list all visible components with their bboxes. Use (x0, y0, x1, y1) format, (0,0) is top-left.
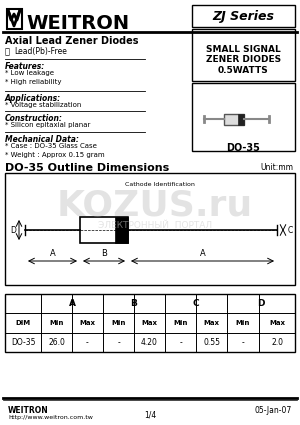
Bar (5, 294, 295, 352)
Text: B: B (101, 249, 107, 258)
Text: 1/4: 1/4 (144, 410, 156, 419)
Text: * Low leakage: * Low leakage (5, 70, 54, 76)
Text: Max: Max (80, 320, 95, 326)
Text: Cathode Identification: Cathode Identification (125, 182, 195, 187)
Bar (115, 217, 128, 243)
Text: Construction:: Construction: (5, 114, 63, 123)
Text: Min: Min (236, 320, 250, 326)
Text: B: B (130, 299, 137, 308)
Bar (224, 113, 244, 125)
Text: Ⓡ: Ⓡ (5, 47, 10, 56)
Bar (80, 217, 128, 243)
Text: * Weight : Approx 0.15 gram: * Weight : Approx 0.15 gram (5, 152, 105, 158)
Text: 0.55: 0.55 (203, 338, 220, 347)
Text: KOZUS.ru: KOZUS.ru (57, 188, 253, 222)
Text: Max: Max (269, 320, 285, 326)
Text: * Voltage stabilization: * Voltage stabilization (5, 102, 81, 108)
Text: -: - (179, 338, 182, 347)
Text: Unit:mm: Unit:mm (260, 163, 293, 172)
Text: D: D (257, 299, 265, 308)
Text: * Case : DO-35 Glass Case: * Case : DO-35 Glass Case (5, 143, 97, 149)
Text: -: - (117, 338, 120, 347)
Text: * High reliability: * High reliability (5, 79, 62, 85)
Bar (5, 173, 295, 285)
Text: C: C (193, 299, 199, 308)
Text: WEITRON: WEITRON (26, 14, 129, 33)
Bar (192, 83, 295, 151)
Bar (192, 29, 295, 81)
Text: * Silicon epitaxial planar: * Silicon epitaxial planar (5, 122, 90, 128)
Text: A: A (68, 299, 76, 308)
Text: -: - (86, 338, 89, 347)
Text: 05-Jan-07: 05-Jan-07 (255, 406, 292, 415)
Text: DO-35: DO-35 (226, 143, 260, 153)
Text: Min: Min (49, 320, 64, 326)
Text: -: - (242, 338, 244, 347)
Text: Max: Max (203, 320, 220, 326)
Text: Lead(Pb)-Free: Lead(Pb)-Free (14, 47, 67, 56)
Text: Applications:: Applications: (5, 94, 61, 103)
Text: D: D (10, 226, 16, 235)
Text: Features:: Features: (5, 62, 45, 71)
Bar (192, 5, 295, 27)
Text: 4.20: 4.20 (141, 338, 158, 347)
Text: ЭЛЕКТРОННЫЙ  ПОРТАЛ: ЭЛЕКТРОННЫЙ ПОРТАЛ (98, 221, 212, 230)
Text: Mechanical Data:: Mechanical Data: (5, 135, 79, 144)
Text: C: C (288, 226, 293, 235)
Text: DIM: DIM (15, 320, 31, 326)
Text: ZJ Series: ZJ Series (212, 9, 274, 23)
Bar (7, 9, 22, 29)
Text: WEITRON: WEITRON (8, 406, 49, 415)
Text: SMALL SIGNAL
ZENER DIODES
0.5WATTS: SMALL SIGNAL ZENER DIODES 0.5WATTS (206, 45, 281, 75)
Text: Axial Lead Zener Diodes: Axial Lead Zener Diodes (5, 36, 139, 46)
Text: Min: Min (173, 320, 188, 326)
Text: Min: Min (111, 320, 126, 326)
Text: 26.0: 26.0 (48, 338, 65, 347)
Text: DO-35 Outline Dimensions: DO-35 Outline Dimensions (5, 163, 169, 173)
Text: Max: Max (142, 320, 158, 326)
Text: 2.0: 2.0 (271, 338, 283, 347)
Text: A: A (200, 249, 206, 258)
Bar (238, 113, 244, 125)
Text: http://www.weitron.com.tw: http://www.weitron.com.tw (8, 415, 93, 420)
Text: A: A (50, 249, 56, 258)
Text: DO-35: DO-35 (11, 338, 35, 347)
